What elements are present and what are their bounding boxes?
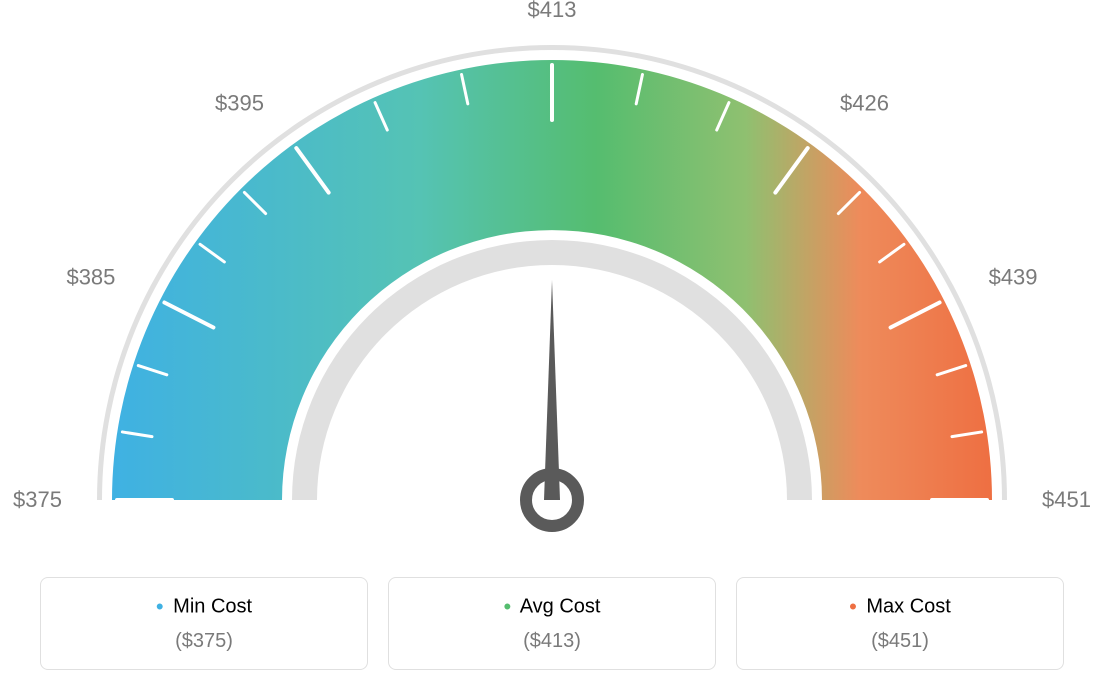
cost-gauge: $375 $385 $395 $413 $426 $439 $451	[0, 0, 1104, 560]
legend-card-max: • Max Cost ($451)	[736, 577, 1064, 670]
legend-max-value: ($451)	[747, 630, 1053, 653]
tick-label: $395	[215, 91, 264, 116]
legend-min-label: • Min Cost	[51, 594, 357, 620]
tick-label: $451	[1042, 487, 1091, 512]
gauge-svg: $375 $385 $395 $413 $426 $439 $451	[0, 0, 1104, 560]
tick-label: $385	[66, 265, 115, 290]
legend-max-label: • Max Cost	[747, 594, 1053, 620]
legend-avg-value: ($413)	[399, 630, 705, 653]
tick-label: $413	[528, 0, 577, 22]
dot-icon: •	[156, 594, 164, 619]
tick-label: $426	[840, 91, 889, 116]
dot-icon: •	[504, 594, 512, 619]
legend-avg-label-text: Avg Cost	[520, 595, 601, 617]
tick-label: $439	[989, 265, 1038, 290]
legend-avg-label: • Avg Cost	[399, 594, 705, 620]
legend-card-avg: • Avg Cost ($413)	[388, 577, 716, 670]
legend-min-label-text: Min Cost	[173, 595, 252, 617]
dot-icon: •	[849, 594, 857, 619]
tick-label: $375	[13, 487, 62, 512]
legend-max-label-text: Max Cost	[866, 595, 950, 617]
legend-row: • Min Cost ($375) • Avg Cost ($413) • Ma…	[40, 577, 1064, 670]
legend-card-min: • Min Cost ($375)	[40, 577, 368, 670]
legend-min-value: ($375)	[51, 630, 357, 653]
